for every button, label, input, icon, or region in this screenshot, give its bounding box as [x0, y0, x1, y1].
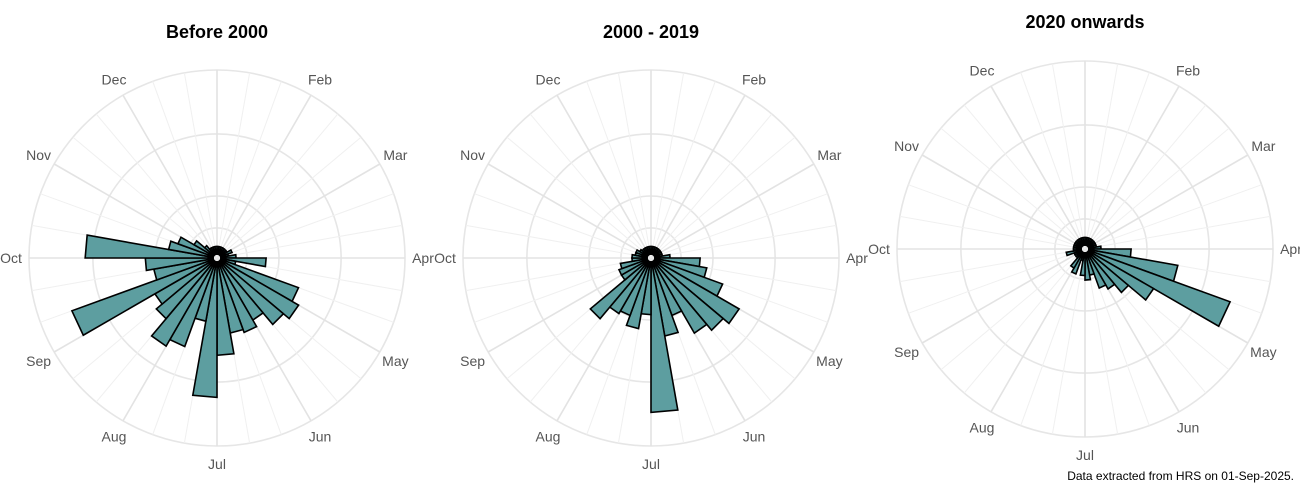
month-label-feb: Feb [742, 72, 766, 88]
month-label-jul: Jul [642, 456, 660, 472]
minor-spoke [216, 72, 251, 259]
month-spoke [990, 248, 1086, 413]
month-label-aug: Aug [970, 419, 995, 435]
minor-spoke [899, 215, 1086, 250]
month-label-dec: Dec [970, 63, 995, 79]
month-label-apr: Apr [412, 250, 434, 266]
month-label-sep: Sep [460, 353, 485, 369]
month-label-jul: Jul [208, 456, 226, 472]
month-label-apr: Apr [1280, 241, 1300, 257]
minor-spoke [216, 136, 362, 259]
panel-title: Before 2000 [166, 22, 268, 42]
minor-spoke [1051, 248, 1086, 435]
month-label-jun: Jun [309, 428, 332, 444]
month-label-oct: Oct [434, 250, 456, 266]
month-spoke [921, 154, 1086, 250]
month-label-nov: Nov [894, 138, 919, 154]
month-spoke [1084, 85, 1180, 250]
minor-spoke [650, 193, 828, 259]
panel-before-2000: Feb Mar Apr May Jun Jul Aug Sep Oct Nov Dec Before … [0, 22, 434, 472]
minor-spoke [1084, 104, 1207, 250]
month-label-mar: Mar [817, 147, 841, 163]
minor-spoke [1084, 72, 1150, 250]
panel-title: 2000 - 2019 [603, 22, 699, 42]
minor-spoke [650, 81, 716, 259]
minor-spoke [908, 248, 1086, 314]
month-label-dec: Dec [102, 72, 127, 88]
minor-spoke [650, 113, 773, 259]
minor-spoke [650, 224, 837, 259]
month-label-sep: Sep [26, 353, 51, 369]
minor-spoke [95, 113, 218, 259]
minor-spoke [72, 136, 218, 259]
rose-bar-36 [214, 245, 218, 255]
minor-spoke [963, 248, 1086, 394]
month-spoke [122, 94, 218, 259]
minor-spoke [650, 136, 796, 259]
minor-spoke [216, 224, 403, 259]
month-label-may: May [1250, 344, 1276, 360]
minor-spoke [963, 104, 1086, 250]
month-label-dec: Dec [536, 72, 561, 88]
month-spoke [990, 85, 1086, 250]
month-label-jul: Jul [1076, 447, 1094, 463]
month-label-oct: Oct [868, 241, 890, 257]
month-spoke [1084, 154, 1249, 250]
panel-2020-onwards: Feb Mar Apr May Jun Jul Aug Sep Oct Nov Dec 2020 on… [868, 12, 1300, 463]
minor-spoke [183, 72, 218, 259]
month-label-jun: Jun [743, 428, 766, 444]
minor-spoke [1051, 63, 1086, 250]
month-spoke [556, 94, 652, 259]
month-label-may: May [816, 353, 842, 369]
month-label-apr: Apr [846, 250, 868, 266]
month-label-mar: Mar [1251, 138, 1275, 154]
minor-spoke [529, 113, 652, 259]
month-spoke [216, 94, 312, 259]
minor-spoke [216, 113, 339, 259]
minor-spoke [506, 136, 652, 259]
month-label-feb: Feb [308, 72, 332, 88]
month-label-aug: Aug [536, 428, 561, 444]
month-spoke [650, 94, 746, 259]
month-spoke [650, 163, 815, 259]
minor-spoke [474, 193, 652, 259]
rose-bar-36 [648, 245, 652, 255]
minor-spoke [650, 72, 685, 259]
month-label-may: May [382, 353, 408, 369]
month-label-nov: Nov [460, 147, 485, 163]
minor-spoke [1084, 127, 1230, 250]
panel-2000-2019: Feb Mar Apr May Jun Jul Aug Sep Oct Nov Dec 2000 - … [434, 22, 868, 472]
minor-spoke [908, 184, 1086, 250]
minor-spoke [940, 127, 1086, 250]
minor-spoke [1084, 63, 1119, 250]
minor-spoke [1020, 248, 1086, 426]
minor-spoke [216, 81, 282, 259]
month-label-jun: Jun [1177, 419, 1200, 435]
month-label-aug: Aug [102, 428, 127, 444]
panel-title: 2020 onwards [1025, 12, 1144, 32]
minor-spoke [152, 81, 218, 259]
month-spoke [921, 248, 1086, 344]
minor-spoke [617, 72, 652, 259]
minor-spoke [465, 224, 652, 259]
rose-bar-36 [1082, 236, 1086, 246]
minor-spoke [1020, 72, 1086, 250]
minor-spoke [1084, 215, 1271, 250]
minor-spoke [1084, 184, 1262, 250]
data-source-caption: Data extracted from HRS on 01-Sep-2025. [1067, 469, 1294, 483]
month-label-mar: Mar [383, 147, 407, 163]
minor-spoke [586, 81, 652, 259]
month-label-nov: Nov [26, 147, 51, 163]
month-spoke [487, 163, 652, 259]
month-label-sep: Sep [894, 344, 919, 360]
month-label-feb: Feb [1176, 63, 1200, 79]
minor-spoke [940, 248, 1086, 371]
month-spoke [216, 163, 381, 259]
minor-spoke [899, 248, 1086, 283]
minor-spoke [216, 193, 394, 259]
month-label-oct: Oct [0, 250, 22, 266]
